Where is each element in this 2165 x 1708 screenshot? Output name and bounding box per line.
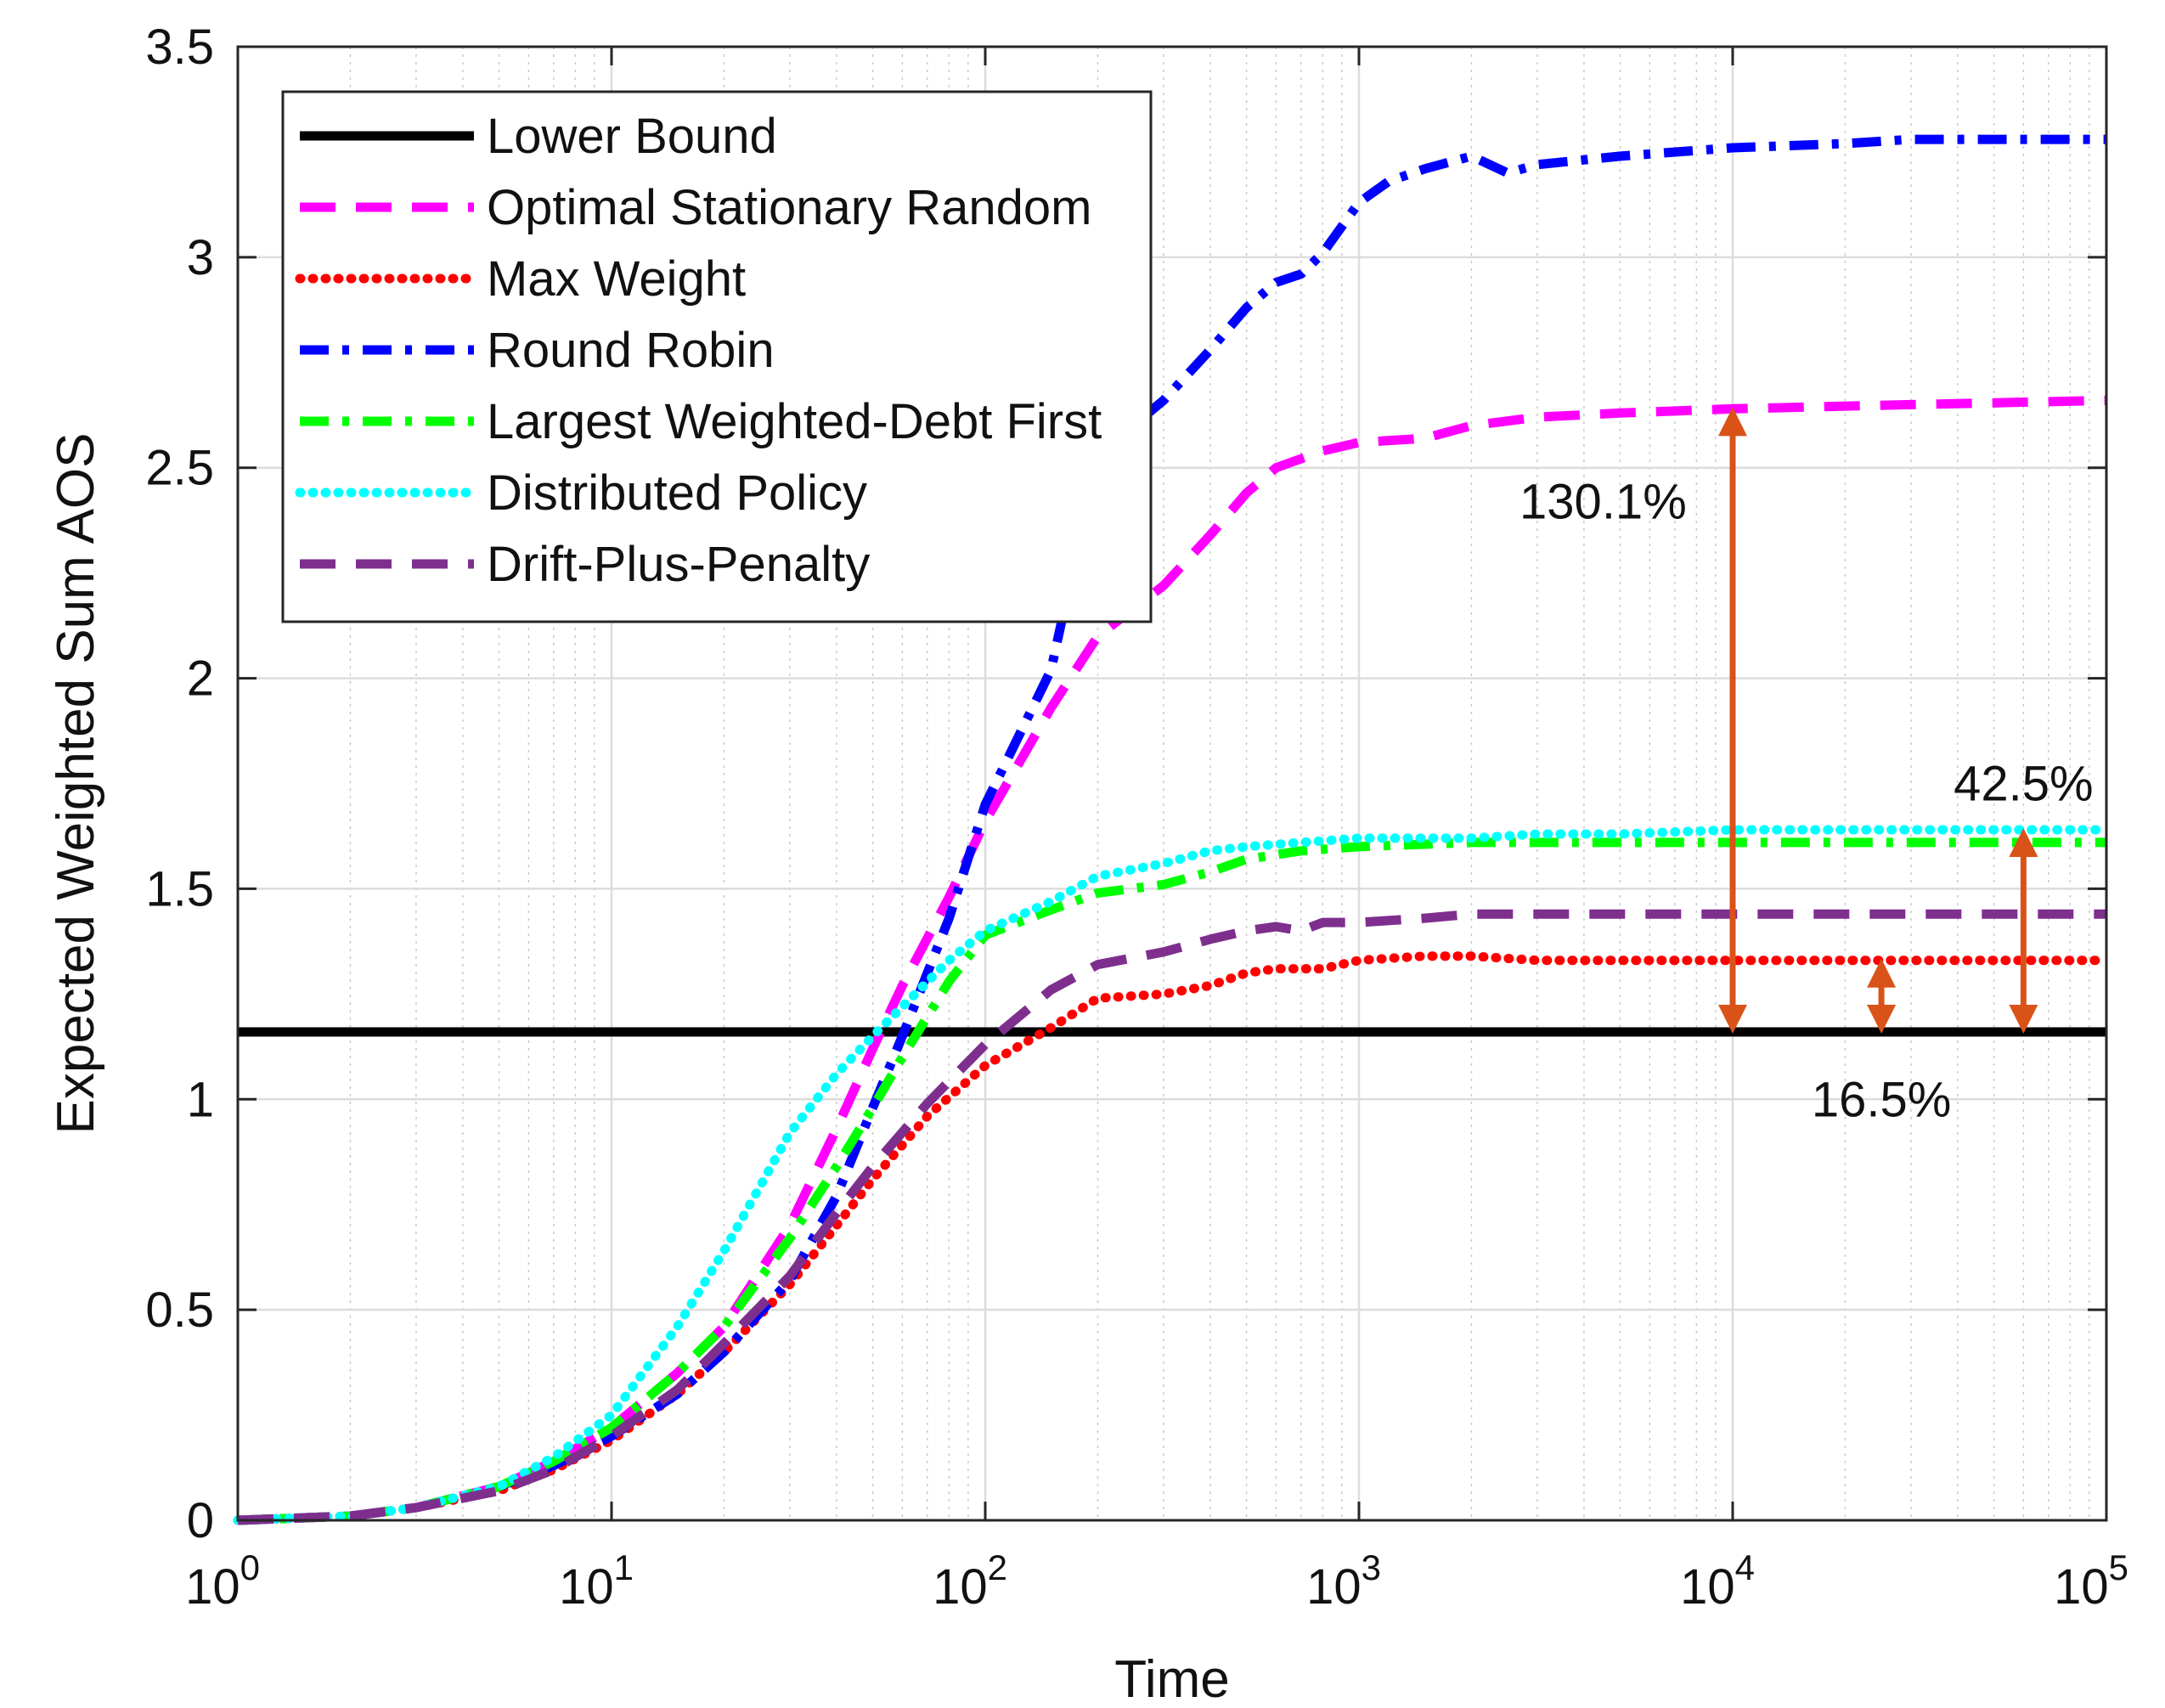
x-tick-exponent: 4 [1735,1547,1755,1587]
legend-entry-label: Distributed Policy [487,465,867,521]
legend-entry-label: Optimal Stationary Random [487,180,1091,235]
x-tick-base: 10 [1306,1559,1362,1615]
annotation-arrow-head-top [1867,958,1897,988]
annotation-arrow-head-bottom [1718,1004,1747,1034]
axis-label-layer: Time Expected Weighted Sum AOS [47,433,1230,1708]
x-tick-base: 10 [2054,1559,2109,1615]
annotation-layer: 130.1% 42.5% 16.5% [1519,407,2094,1127]
legend-entry-label: Drift-Plus-Penalty [487,537,870,592]
x-tick-label: 103 [1306,1547,1381,1615]
annotation-label: 130.1% [1519,474,1687,529]
legend: Lower Bound Optimal Stationary Random Max … [281,90,1153,623]
legend-entry-label: Largest Weighted-Debt First [487,394,1102,449]
x-tick-exponent: 3 [1362,1547,1381,1587]
legend-entry-label: Max Weight [487,251,746,307]
plot-frame [236,45,2108,1522]
x-tick-base: 10 [185,1559,240,1615]
y-tick-label: 2.5 [145,441,214,496]
annotation-label: 16.5% [1812,1072,1951,1127]
y-tick-label: 1.5 [145,861,214,916]
legend-entry-label: Round Robin [487,323,775,378]
x-tick-label: 100 [185,1547,260,1615]
y-axis-label: Expected Weighted Sum AOS [47,433,105,1135]
x-tick-exponent: 5 [2109,1547,2128,1587]
series-layer [233,134,2111,1525]
y-tick-label: 0.5 [145,1282,214,1338]
x-tick-base: 10 [559,1559,614,1615]
x-tick-exponent: 0 [240,1547,260,1587]
x-tick-base: 10 [1680,1559,1735,1615]
x-tick-label: 105 [2054,1547,2128,1615]
annotation-arrow-head-top [1718,407,1747,437]
y-tick-label: 0 [187,1493,214,1548]
x-tick-base: 10 [933,1559,988,1615]
largest-weighted-debt-first-line [237,837,2106,1525]
annotation-arrow-head-top [2009,828,2038,858]
y-tick-label: 2 [187,651,214,707]
round-robin-line [237,134,2106,1525]
annotation-arrow-head-bottom [1867,1004,1897,1034]
x-tick-label: 104 [1680,1547,1755,1615]
legend-entry-label: Lower Bound [487,109,777,164]
x-tick-label: 102 [933,1547,1007,1615]
x-tick-exponent: 1 [614,1547,634,1587]
x-axis-label: Time [1114,1650,1229,1708]
y-tick-label: 1 [187,1072,214,1127]
y-tick-label: 3.5 [145,20,214,75]
y-tick-label: 3 [187,230,214,285]
legend-box [281,90,1153,623]
drift-plus-penalty-line [237,909,2106,1525]
annotation-label: 42.5% [1954,757,2093,812]
x-tick-label: 101 [559,1547,634,1615]
optimal-stationary-random-line [237,395,2107,1525]
x-tick-exponent: 2 [988,1547,1007,1587]
annotation-arrow-head-bottom [2009,1004,2038,1034]
